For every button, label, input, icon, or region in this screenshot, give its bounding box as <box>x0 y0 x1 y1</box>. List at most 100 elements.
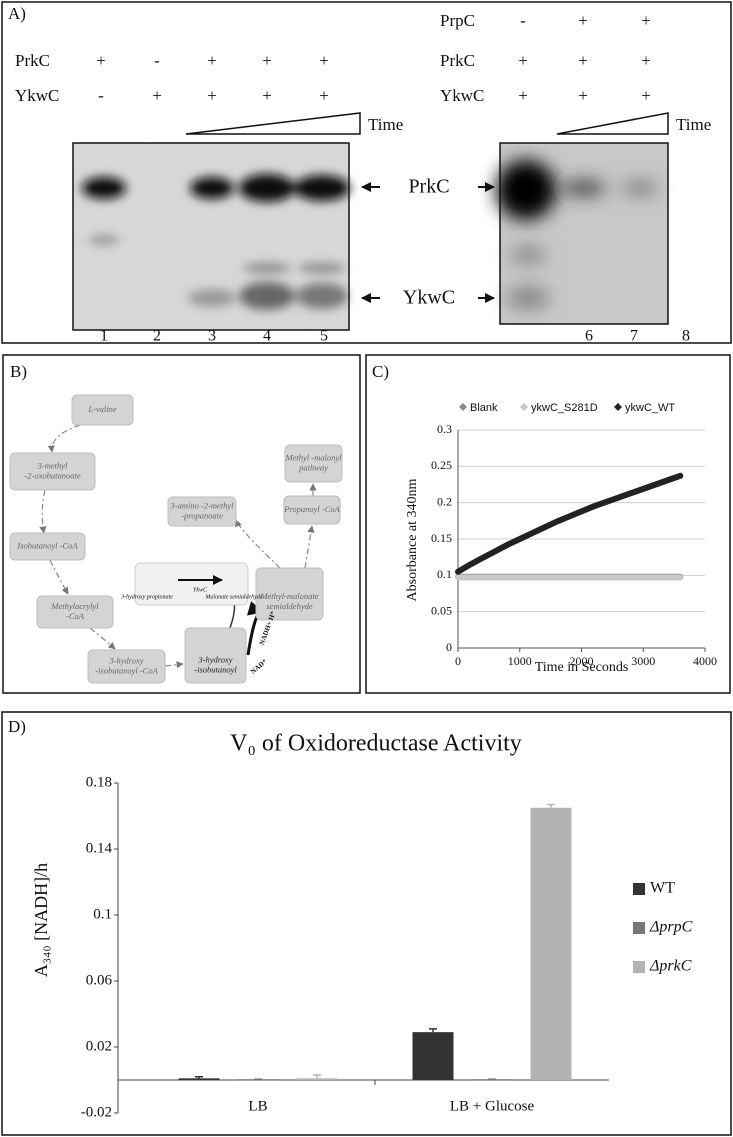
panel-frame <box>1 711 732 1136</box>
chart: V₀ of Oxidoreductase Activity A₃₄₀ [NADH]… <box>31 731 692 1121</box>
y-tick-label: 0.1 <box>93 906 112 922</box>
node-box <box>167 496 237 527</box>
sign: + <box>641 86 651 105</box>
sign: + <box>578 11 588 30</box>
inset-text: Malonate semialdehyde <box>204 594 262 600</box>
x-tick-label: 1000 <box>508 654 532 668</box>
time-wedge <box>556 112 669 135</box>
sign: + <box>578 86 588 105</box>
gels <box>72 112 669 331</box>
legend-label: ykwC_S281D <box>531 402 598 414</box>
node-box <box>255 567 324 621</box>
x-axis-title: Time in Seconds <box>535 660 629 675</box>
x-tick-label: LB + Glucose <box>450 1098 535 1114</box>
y-tick-label: 0.1 <box>437 567 452 581</box>
sign: + <box>518 51 528 70</box>
pathway-nodes: L-valine 3-methyl-2-oxobutanoate Isobutano… <box>9 394 343 684</box>
sign: + <box>518 86 528 105</box>
time-label: Time <box>368 115 403 134</box>
bands <box>82 174 350 310</box>
y-tick-label: 0.05 <box>431 603 452 617</box>
legend-label: ykwC_WT <box>625 402 675 414</box>
legend-label: ΔprkC <box>649 958 692 975</box>
y-tick-label: -0.02 <box>81 1104 112 1120</box>
node-text: L-valine <box>87 404 117 414</box>
sign: + <box>207 86 217 105</box>
bar <box>296 1078 338 1080</box>
node-text: -isobutanoyl -CoA <box>95 665 158 675</box>
lane-number: 8 <box>682 328 690 345</box>
row-label: PrpC <box>440 11 475 30</box>
legend-swatch <box>633 922 645 934</box>
panel-label: B) <box>10 362 27 381</box>
node-text: 3-amino -2-methyl <box>169 500 234 510</box>
node-text: Isobutanoyl -CoA <box>16 540 78 550</box>
node-text: -isobutanoyl <box>194 664 237 674</box>
bands <box>496 160 658 310</box>
x-tick-label: 2000 <box>570 654 594 668</box>
band-label: PrkC <box>408 176 449 198</box>
y-tick-label: 0.02 <box>86 1038 112 1054</box>
panel-label: A) <box>8 4 26 23</box>
lane-number: 6 <box>585 328 593 345</box>
node-box <box>9 452 96 491</box>
y-tick-label: 0.15 <box>431 531 452 545</box>
inset-text: YkwC <box>193 587 208 593</box>
legend-label: ΔprpC <box>649 919 693 936</box>
sign: - <box>154 51 160 70</box>
sign: + <box>319 51 329 70</box>
error-bar <box>195 1075 203 1079</box>
row-label: YkwC <box>440 86 484 105</box>
panel-label: D) <box>8 717 26 736</box>
node-text: pathway <box>298 462 328 472</box>
bar <box>412 1032 454 1080</box>
sign: + <box>319 86 329 105</box>
x-tick-label: LB <box>248 1098 267 1114</box>
node-text: Methyl -malonyl <box>285 452 343 462</box>
y-tick-label: 0.3 <box>437 422 452 436</box>
panel-label: C) <box>372 362 389 381</box>
time-label: Time <box>676 115 711 134</box>
row-label: PrkC <box>440 51 475 70</box>
legend-marker <box>614 403 622 411</box>
node-box <box>9 532 86 561</box>
node-text: Methyl-malonate <box>259 591 318 601</box>
node-text: Propanoyl -CoA <box>283 504 340 514</box>
node-box <box>36 595 114 629</box>
x-tick-label: 0 <box>455 654 461 668</box>
lane-number: 2 <box>153 328 161 345</box>
inset-box <box>134 562 249 606</box>
node-text: semialdehyde <box>266 601 312 611</box>
x-tick-label: 3000 <box>631 654 655 668</box>
node-text: 3-hydroxy <box>197 654 232 664</box>
y-tick-label: 0.2 <box>437 494 452 508</box>
legend-swatch <box>633 961 645 973</box>
error-bar <box>547 803 555 808</box>
sign: + <box>641 11 651 30</box>
node-text: 3-methyl <box>37 460 68 470</box>
node-box <box>184 627 247 684</box>
y-tick-label: 0.14 <box>86 840 113 856</box>
gel-frame <box>72 142 350 331</box>
node-box <box>284 444 343 483</box>
node-text: Methylacrylyl <box>50 601 99 611</box>
legend-label: Blank <box>470 402 498 414</box>
y-tick-label: 0 <box>446 640 452 654</box>
cofactor: NAD⁺ <box>249 657 269 675</box>
sign: + <box>641 51 651 70</box>
row-label: YkwC <box>15 86 59 105</box>
sign: + <box>207 51 217 70</box>
chart-title: V₀ of Oxidoreductase Activity <box>230 731 522 757</box>
panel-frame <box>2 354 361 694</box>
node-text: -2-oxobutanoate <box>24 470 80 480</box>
sign: + <box>262 51 272 70</box>
panel-frame <box>1 1 732 344</box>
lane-number: 1 <box>100 328 108 345</box>
sign: + <box>96 51 106 70</box>
sign: - <box>98 86 104 105</box>
lane-number: 7 <box>630 328 638 345</box>
row-label: PrkC <box>15 51 50 70</box>
inset-text: 3-hydroxy propionate <box>120 594 173 600</box>
lane-number: 5 <box>320 328 328 345</box>
